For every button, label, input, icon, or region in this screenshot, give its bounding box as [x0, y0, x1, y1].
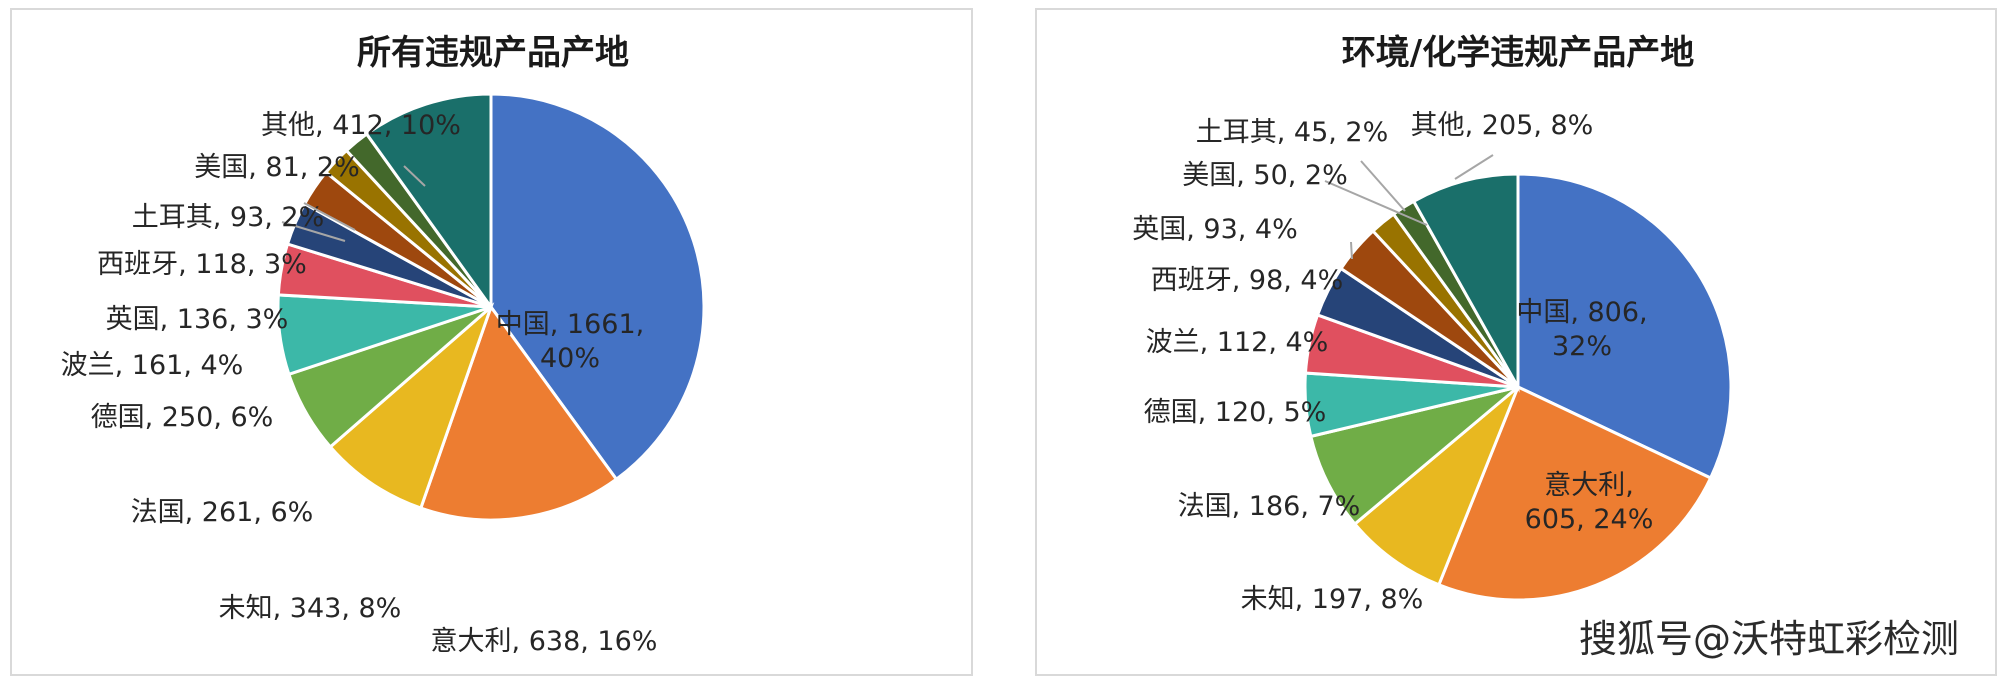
leader-line — [403, 165, 426, 187]
data-label-其他: 其他, 205, 8% — [1411, 110, 1594, 141]
pie-chart-panel-all: 所有违规产品产地中国, 1661, 40% 意大利, 638, 16% 未知, 343… — [10, 8, 973, 676]
leader-line — [303, 202, 356, 231]
data-label-土耳其: 土耳其, 45, 2% — [1196, 117, 1389, 148]
pie-slice-中国 — [489, 92, 706, 482]
leader-line — [1360, 160, 1406, 212]
pie-chart-panel-chemical: 环境/化学违规产品产地中国, 806, 32% 意大利, 605, 24% 未知, 19… — [1035, 8, 1997, 676]
data-label-美国: 美国, 81, 2% — [194, 152, 360, 183]
data-label-德国: 德国, 120, 5% — [1144, 397, 1327, 428]
data-label-意大利: 意大利, 638, 16% — [431, 626, 658, 657]
pie-slice-法国 — [1309, 385, 1519, 527]
data-label-英国: 英国, 136, 3% — [106, 304, 289, 335]
pie-slice-意大利 — [1436, 384, 1713, 602]
data-label-西班牙: 西班牙, 98, 4% — [1151, 265, 1344, 296]
leader-line — [1324, 180, 1428, 226]
data-label-法国: 法国, 261, 6% — [131, 497, 314, 528]
data-label-波兰: 波兰, 161, 4% — [61, 350, 244, 381]
pie-slice-未知 — [1352, 385, 1520, 587]
data-label-其他: 其他, 412, 10% — [261, 110, 461, 141]
pie-slice-未知 — [328, 302, 495, 511]
leader-line — [1454, 154, 1494, 180]
data-label-未知: 未知, 343, 8% — [219, 593, 402, 624]
data-label-意大利: 意大利, 605, 24% — [1525, 470, 1654, 535]
chart-title: 环境/化学违规产品产地 — [1342, 33, 1694, 73]
watermark: 搜狐号@沃特虹彩检测 — [1578, 617, 1959, 661]
leader-line — [1350, 241, 1353, 260]
data-label-德国: 德国, 250, 6% — [91, 402, 274, 433]
pie-slice-中国 — [1516, 172, 1733, 480]
leader-line — [281, 221, 346, 242]
pie-slice-意大利 — [418, 303, 619, 522]
data-label-西班牙: 西班牙, 118, 3% — [97, 249, 307, 280]
pie-slice-其他 — [1411, 172, 1520, 393]
data-label-中国: 中国, 806, 32% — [1516, 297, 1647, 362]
data-label-中国: 中国, 1661, 40% — [496, 309, 644, 374]
data-label-土耳其: 土耳其, 93, 2% — [132, 202, 325, 233]
data-label-美国: 美国, 50, 2% — [1182, 160, 1348, 191]
data-label-未知: 未知, 197, 8% — [1241, 584, 1424, 615]
data-label-法国: 法国, 186, 7% — [1178, 491, 1361, 522]
data-label-英国: 英国, 93, 4% — [1132, 214, 1298, 245]
data-label-波兰: 波兰, 112, 4% — [1146, 327, 1329, 358]
chart-title: 所有违规产品产地 — [357, 33, 629, 73]
pie-slice-其他 — [364, 92, 493, 312]
